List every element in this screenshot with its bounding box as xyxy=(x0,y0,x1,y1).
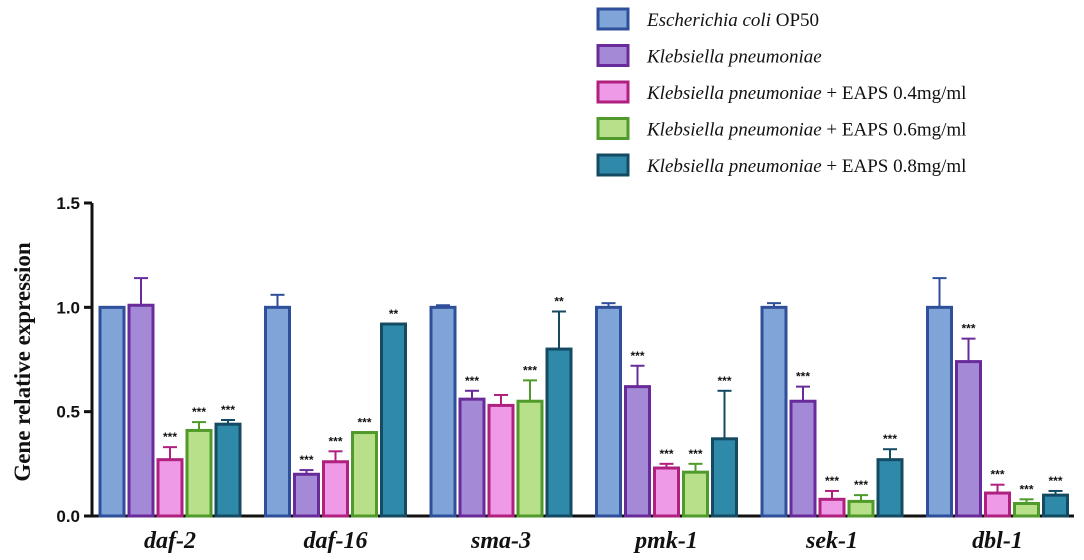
bar xyxy=(955,360,982,518)
bar xyxy=(351,431,378,518)
x-tick-label: dbl-1 xyxy=(972,528,1023,554)
y-ticks: 0.0 0.5 1.0 1.5 xyxy=(56,194,92,526)
bar xyxy=(156,458,184,518)
bar xyxy=(185,428,213,518)
y-tick-label: 0.0 xyxy=(56,507,80,526)
bar xyxy=(487,403,515,518)
significance-label: *** xyxy=(163,430,177,444)
significance-label: *** xyxy=(299,453,313,467)
bar-series: ****** **************************** ******… xyxy=(98,277,1069,518)
bar-group-pmk-1: *** *** *** *** xyxy=(595,302,738,518)
chart-legend: Escherichia coli OP50 Klebsiella pneumoni… xyxy=(596,7,966,177)
bar xyxy=(926,305,953,518)
bar xyxy=(653,466,680,518)
bar xyxy=(624,385,651,518)
bar xyxy=(98,305,126,518)
significance-label: *** xyxy=(221,403,235,417)
legend-item: Klebsiella pneumoniae + EAPS 0.4mg/ml xyxy=(596,80,966,104)
y-axis-title: Gene relative expression xyxy=(10,242,35,482)
legend-item: Klebsiella pneumoniae + EAPS 0.8mg/ml xyxy=(596,153,966,177)
significance-label: *** xyxy=(1019,482,1033,496)
significance-label: ** xyxy=(389,307,399,321)
significance-label: *** xyxy=(717,374,731,388)
bar xyxy=(545,347,573,518)
x-tick-label: daf-16 xyxy=(304,528,368,554)
legend-item: Klebsiella pneumoniae + EAPS 0.6mg/ml xyxy=(596,117,966,141)
legend-label: Klebsiella pneumoniae xyxy=(646,47,822,68)
y-tick-label: 1.5 xyxy=(56,194,80,213)
bar xyxy=(984,491,1011,518)
legend-item: Escherichia coli OP50 xyxy=(596,7,819,31)
significance-label: *** xyxy=(825,474,839,488)
significance-label: *** xyxy=(465,374,479,388)
significance-label: *** xyxy=(357,416,371,430)
y-tick-label: 0.5 xyxy=(56,403,80,422)
bar xyxy=(760,305,788,518)
bar xyxy=(711,437,738,518)
bar-group-daf-2: *** *** *** xyxy=(98,277,242,518)
significance-label: *** xyxy=(883,432,897,446)
y-tick-label: 1.0 xyxy=(56,298,80,317)
legend-label: Escherichia coli OP50 xyxy=(646,10,819,31)
legend-swatch xyxy=(596,80,630,104)
legend-swatch xyxy=(596,117,630,140)
bar-group-sma-3: ******** xyxy=(429,295,573,518)
significance-label: *** xyxy=(192,405,206,419)
bar xyxy=(264,305,291,518)
legend-swatch xyxy=(596,7,630,31)
legend-swatch xyxy=(596,153,630,177)
bar xyxy=(516,399,544,518)
legend-label: Klebsiella pneumoniae + EAPS 0.6mg/ml xyxy=(646,120,966,141)
significance-label: *** xyxy=(990,468,1004,482)
bar xyxy=(127,303,155,518)
significance-label: *** xyxy=(854,478,868,492)
x-tick-label: sek-1 xyxy=(805,528,858,554)
chart-axes: 0.0 0.5 1.0 1.5 Gene relative expression xyxy=(10,194,1074,526)
bar xyxy=(595,305,622,518)
legend-label: Klebsiella pneumoniae + EAPS 0.8mg/ml xyxy=(646,156,966,177)
bar xyxy=(876,458,904,518)
x-tick-label: daf-2 xyxy=(144,528,196,554)
bar-group-daf-16: *********** xyxy=(264,293,407,518)
bar xyxy=(847,499,875,518)
significance-label: ** xyxy=(554,295,564,309)
x-tick-label: sma-3 xyxy=(470,528,531,554)
significance-label: *** xyxy=(523,363,537,377)
significance-label: *** xyxy=(796,370,810,384)
x-tick-label: pmk-1 xyxy=(633,528,698,554)
bar-group-sek-1: *** *** *** *** xyxy=(760,302,904,518)
bar xyxy=(458,397,486,518)
bar xyxy=(1042,493,1069,518)
bar xyxy=(682,470,709,518)
bar xyxy=(380,322,407,518)
bar xyxy=(214,422,242,518)
bar-group-dbl-1: *** *** *** *** xyxy=(926,277,1069,518)
significance-label: *** xyxy=(1048,474,1062,488)
bar xyxy=(818,497,846,518)
bar xyxy=(429,305,457,518)
bar xyxy=(789,399,817,518)
significance-label: *** xyxy=(630,349,644,363)
bar xyxy=(293,472,320,518)
x-axis-category-labels: daf-2 daf-16 sma-3 pmk-1 sek-1 dbl-1 xyxy=(144,528,1023,554)
significance-label: *** xyxy=(688,447,702,461)
significance-label: *** xyxy=(961,322,975,336)
bar xyxy=(322,460,349,518)
significance-label: *** xyxy=(328,434,342,448)
bar xyxy=(1013,501,1040,518)
legend-label: Klebsiella pneumoniae + EAPS 0.4mg/ml xyxy=(646,83,966,104)
significance-label: *** xyxy=(659,447,673,461)
legend-item: Klebsiella pneumoniae xyxy=(596,44,822,68)
legend-swatch xyxy=(596,44,630,67)
